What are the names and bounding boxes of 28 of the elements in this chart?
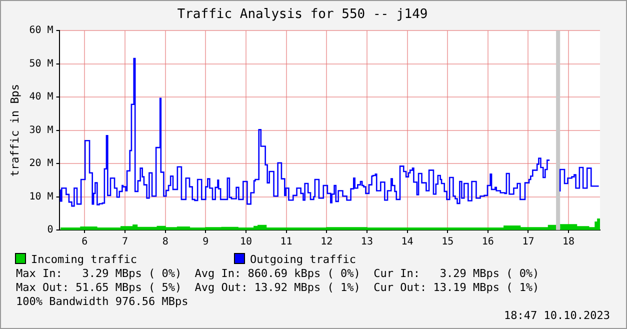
y-axis-title: traffic in Bps [8, 84, 22, 177]
x-tick-label: 6 [82, 236, 88, 248]
x-tick-label: 15 [442, 236, 454, 248]
x-tick-label: 9 [202, 236, 209, 248]
x-tick-label: 16 [482, 236, 494, 248]
legend-label: Outgoing traffic [249, 253, 356, 266]
y-tick-label: 0 [47, 224, 54, 236]
chart-title: Traffic Analysis for 550 -- j149 [177, 7, 428, 22]
x-tick-label: 13 [360, 236, 373, 248]
y-tick-label: 60 M [29, 25, 54, 36]
text: Max Out: 51.65 MBps ( 5%) Avg Out: 13.92 MBps ( 1%) Cur Out: 13.19 MBps ( 1%) [16, 281, 540, 294]
x-tick-label: 17 [522, 236, 534, 248]
text: 100% Bandwidth 976.56 MBps [16, 295, 188, 308]
x-tick-label: 14 [401, 236, 414, 248]
y-tick-label: 40 M [29, 92, 54, 103]
y-tick-label: 10 M [29, 191, 54, 202]
y-tick-label: 50 M [29, 58, 54, 70]
x-tick-label: 18 [562, 236, 575, 248]
x-tick-label: 8 [162, 236, 168, 248]
x-tick-label: 10 [240, 236, 252, 248]
text: Max In: 3.29 MBps ( 0%) Avg In: 860.69 kBps ( 0%) Cur In: 3.29 MBps ( 0%) [16, 267, 540, 280]
text: 18:47 10.10.2023 [504, 309, 610, 322]
y-tick-label: 30 M [29, 124, 54, 136]
x-tick-label: 7 [122, 236, 128, 248]
x-tick-label: 11 [280, 236, 292, 248]
legend-label: Incoming traffic [30, 253, 137, 266]
x-tick-label: 12 [320, 236, 333, 248]
y-tick-label: 20 M [29, 158, 54, 170]
